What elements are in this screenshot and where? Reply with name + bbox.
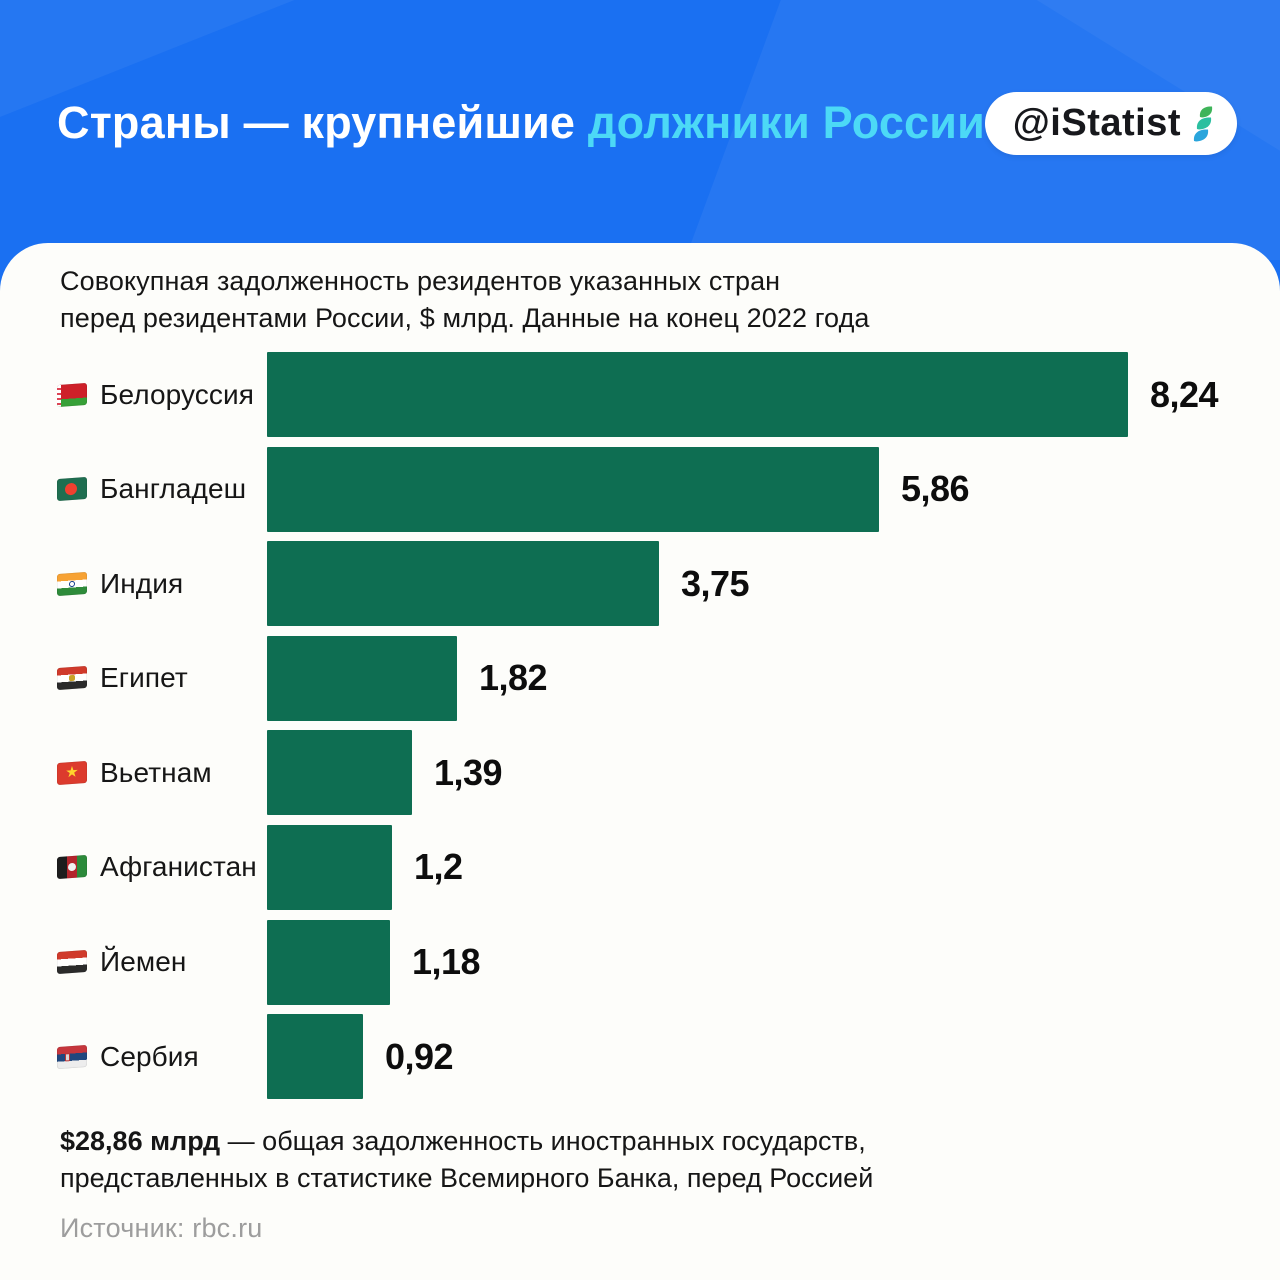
- chart-row: Йемен 1,18: [0, 919, 1280, 1005]
- bar: [267, 1014, 363, 1100]
- bar-value: 1,18: [412, 941, 481, 983]
- country-label: Индия: [100, 567, 184, 599]
- chart-row: Египет 1,82: [0, 635, 1280, 721]
- header: Страны — крупнейшие должники России @iSt…: [0, 0, 1280, 260]
- total-footnote-line2: представленных в статистике Всемирного Б…: [60, 1163, 874, 1193]
- row-head: Йемен: [57, 920, 186, 1005]
- chart-row: Бангладеш 5,86: [0, 446, 1280, 532]
- bar: [267, 541, 659, 627]
- chart-subtitle: Совокупная задолженность резидентов указ…: [60, 263, 870, 337]
- country-flag-icon: [57, 477, 87, 502]
- bar: [267, 446, 879, 532]
- chart-row: Индия 3,75: [0, 541, 1280, 627]
- istatist-leaves-logo-icon: [1193, 105, 1213, 141]
- country-flag-icon: [57, 382, 87, 407]
- row-head: Сербия: [57, 1014, 199, 1099]
- country-label: Белоруссия: [100, 378, 254, 410]
- row-head: Бангладеш: [57, 447, 246, 532]
- country-label: Йемен: [100, 946, 187, 978]
- badge-handle: @iStatist: [1012, 102, 1181, 144]
- country-flag-icon: [57, 855, 87, 880]
- bar: [267, 635, 457, 721]
- total-footnote-rest: — общая задолженность иностранных госуда…: [220, 1126, 866, 1156]
- bar: [267, 730, 412, 816]
- bar-value: 8,24: [1150, 373, 1219, 415]
- country-label: Афганистан: [100, 851, 257, 883]
- row-head: Афганистан: [57, 825, 257, 910]
- chart-subtitle-line2: перед резидентами России, $ млрд. Данные…: [60, 303, 870, 333]
- istatist-badge[interactable]: @iStatist: [984, 92, 1237, 155]
- bar-value: 5,86: [901, 468, 970, 510]
- row-head: Египет: [57, 636, 188, 721]
- page-title-accent: должники России: [587, 97, 985, 148]
- total-footnote: $28,86 млрд — общая задолженность иностр…: [60, 1123, 873, 1197]
- country-flag-icon: [57, 760, 87, 785]
- country-flag-icon: [57, 1044, 87, 1069]
- bar-chart: Белоруссия 8,24 Бангладеш 5,86 Индия: [0, 352, 1280, 1100]
- chart-row: Вьетнам 1,39: [0, 730, 1280, 816]
- country-flag-icon: [57, 571, 87, 596]
- total-footnote-bold: $28,86 млрд: [60, 1126, 221, 1156]
- country-label: Вьетнам: [100, 756, 212, 788]
- row-head: Белоруссия: [57, 352, 254, 437]
- row-head: Индия: [57, 541, 183, 626]
- source-label: Источник: rbc.ru: [60, 1213, 263, 1243]
- country-label: Египет: [100, 662, 188, 694]
- country-flag-icon: [57, 950, 87, 975]
- bar-value: 0,92: [385, 1035, 454, 1077]
- row-head: Вьетнам: [57, 730, 212, 815]
- bar: [267, 824, 392, 910]
- chart-row: Белоруссия 8,24: [0, 352, 1280, 437]
- page-title-white: Страны — крупнейшие: [57, 97, 576, 148]
- bar-value: 1,2: [414, 846, 463, 888]
- page-title: Страны — крупнейшие должники России: [57, 97, 985, 149]
- country-label: Сербия: [100, 1040, 199, 1072]
- chart-subtitle-line1: Совокупная задолженность резидентов указ…: [60, 266, 781, 296]
- bar-value: 1,39: [434, 751, 503, 793]
- bar-value: 3,75: [681, 562, 750, 604]
- country-label: Бангладеш: [100, 473, 247, 505]
- chart-card: Совокупная задолженность резидентов указ…: [0, 243, 1280, 1280]
- country-flag-icon: [57, 666, 87, 691]
- chart-row: Афганистан 1,2: [0, 824, 1280, 910]
- bar: [267, 352, 1128, 437]
- bar: [267, 919, 390, 1005]
- bar-value: 1,82: [479, 657, 548, 699]
- chart-row: Сербия 0,92: [0, 1014, 1280, 1100]
